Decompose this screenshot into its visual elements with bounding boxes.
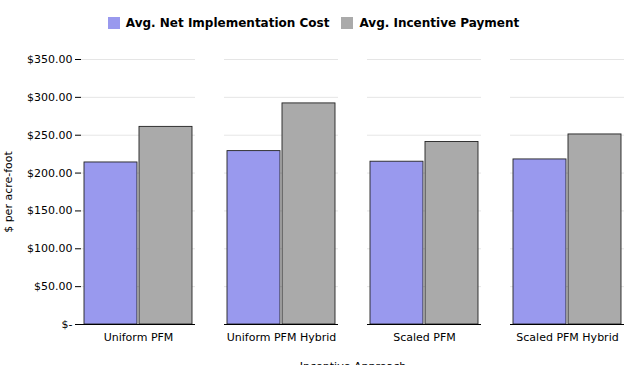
svg-text:Scaled PFM Hybrid: Scaled PFM Hybrid (516, 331, 618, 344)
svg-text:$ per acre-foot: $ per acre-foot (2, 150, 15, 232)
svg-text:$100.00: $100.00 (27, 242, 73, 255)
svg-text:Uniform PFM Hybrid: Uniform PFM Hybrid (227, 331, 337, 344)
html-text:Avg. Incentive Payment: Avg. Incentive Payment (359, 15, 520, 30)
svg-text:$-: $- (62, 318, 73, 331)
svg-text:$50.00: $50.00 (34, 280, 73, 293)
svg-text:$350.00: $350.00 (27, 53, 73, 66)
svg-text:$150.00: $150.00 (27, 204, 73, 217)
html-text:Avg. Net Implementation Cost: Avg. Net Implementation Cost (125, 15, 330, 30)
svg-text:$200.00: $200.00 (27, 167, 73, 180)
svg-text:$250.00: $250.00 (27, 129, 73, 142)
svg-text:Incentive Approach: Incentive Approach (300, 360, 406, 365)
svg-text:Uniform PFM: Uniform PFM (104, 331, 174, 344)
svg-text:$300.00: $300.00 (27, 91, 73, 104)
svg-text:Scaled PFM: Scaled PFM (393, 331, 456, 344)
